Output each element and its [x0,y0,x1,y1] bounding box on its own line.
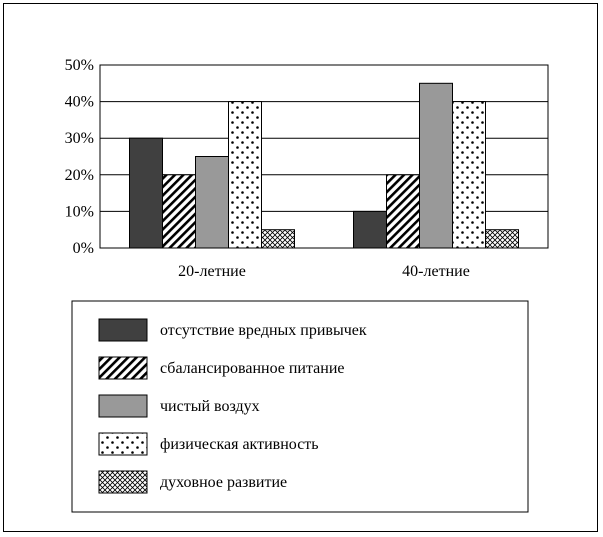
y-tick-label: 40% [65,94,94,111]
y-tick-label: 30% [65,130,94,147]
y-tick-label: 20% [65,167,94,184]
bar [452,101,486,249]
legend-box [71,300,529,513]
legend-swatch [98,470,148,494]
bar [419,82,453,249]
legend-swatch [98,356,148,380]
bar [228,101,262,249]
bar [195,156,229,249]
bar [353,210,387,249]
legend-swatch [98,394,148,418]
legend-label: сбалансированное питание [160,360,345,377]
bar [261,229,295,249]
y-tick-label: 50% [65,57,94,74]
plot-border [99,64,549,249]
bar [485,229,519,249]
legend-swatch [98,432,148,456]
legend-label: чистый воздух [160,398,260,415]
bar [129,137,163,249]
legend-label: физическая активность [160,436,319,453]
x-category-label: 20-летние [178,263,246,280]
bar [162,174,196,249]
legend-swatch [98,318,148,342]
x-category-label: 40-летние [402,263,470,280]
legend-label: духовное развитие [160,474,287,491]
bar [386,174,420,249]
legend-label: отсутствие вредных привычек [160,322,367,339]
y-tick-label: 10% [65,203,94,220]
y-tick-label: 0% [73,240,94,257]
